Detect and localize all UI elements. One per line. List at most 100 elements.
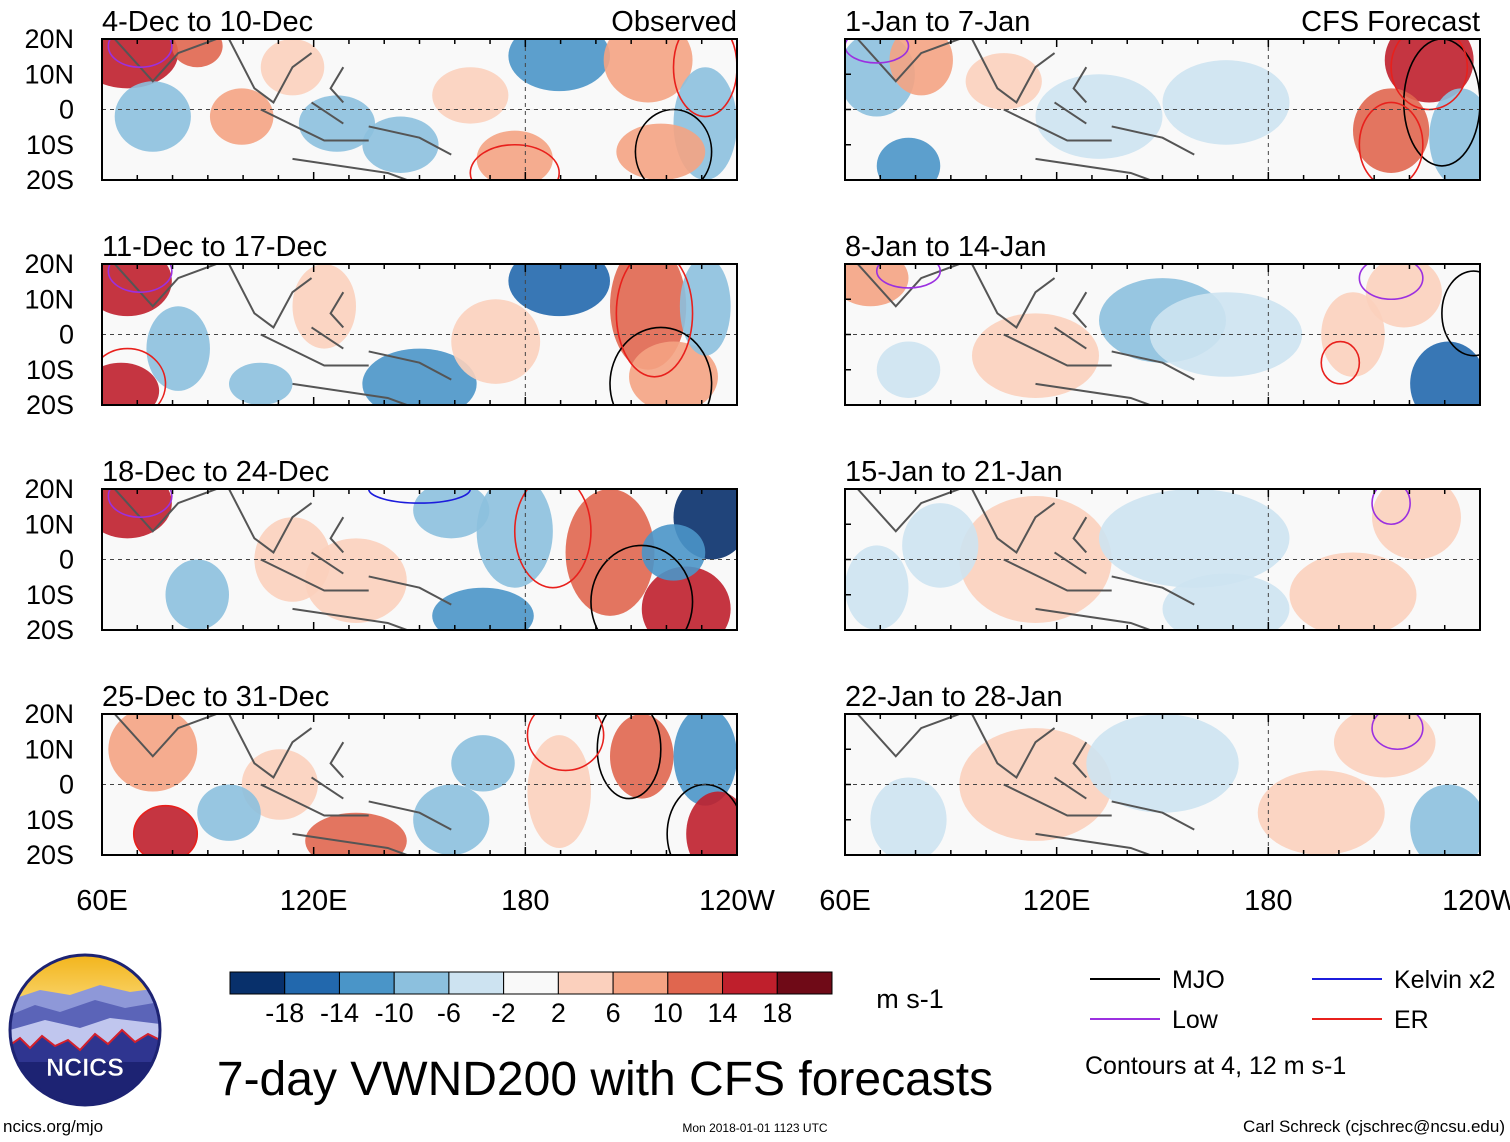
- colorbar-units: m s-1: [876, 984, 944, 1014]
- lat-tick-label: 20N: [24, 24, 74, 54]
- wave-contour: [1371, 489, 1411, 526]
- logo-text: NCICS: [46, 1054, 124, 1082]
- anomaly-patch: [1162, 573, 1290, 631]
- coastline-indonesia: [1003, 551, 1112, 592]
- lon-tick-label: 180: [1244, 885, 1292, 917]
- coastline-indochina: [971, 714, 1056, 779]
- anomaly-patch: [362, 348, 477, 406]
- anomaly-patch: [451, 299, 541, 384]
- anomaly-patch: [1429, 88, 1480, 180]
- legend-label: ER: [1394, 1006, 1429, 1034]
- anomaly-patch: [102, 362, 160, 406]
- coastline-philippines: [1072, 741, 1088, 779]
- coastline-indochina: [228, 264, 313, 329]
- wave-contour: [596, 714, 662, 800]
- panel-tag: CFS Forecast: [1301, 6, 1480, 38]
- wave-contour: [132, 804, 199, 856]
- lat-tick-label: 20S: [26, 615, 74, 645]
- panel-field: [102, 264, 737, 406]
- anomaly-patch: [845, 545, 909, 630]
- lon-tick-label: 60E: [76, 885, 128, 917]
- anomaly-patch: [1162, 60, 1290, 145]
- colorbar-label: -18: [265, 998, 304, 1028]
- lat-tick-label: 10N: [24, 509, 74, 539]
- colorbar-swatch: [338, 971, 395, 995]
- anomaly-patch: [870, 777, 947, 856]
- anomaly-patch: [413, 784, 490, 855]
- anomaly-patch: [229, 362, 293, 405]
- anomaly-patch: [165, 559, 229, 630]
- lat-tick-label: 20N: [24, 249, 74, 279]
- colorbar-swatch: [776, 971, 833, 995]
- lon-tick-label: 180: [501, 885, 549, 917]
- panel-field: [845, 714, 1480, 856]
- wave-contour: [609, 326, 713, 406]
- map-panel: 20N 10N 0 10S 20S 25-Dec to 31-Dec: [24, 681, 738, 870]
- wave-contour: [672, 39, 737, 118]
- map-panel: 20N 10N 0 10S 20S 4-Dec to 10-Dec Observed: [24, 6, 738, 195]
- anomaly-patch: [1410, 341, 1480, 406]
- colorbar-label: -10: [375, 998, 414, 1028]
- anomaly-patch: [1099, 489, 1290, 588]
- map-panel: 15-Jan to 21-Jan: [844, 456, 1481, 631]
- coastline-newguinea-australia: [292, 800, 452, 856]
- colorbar-label: 10: [653, 998, 683, 1028]
- anomaly-patch: [1289, 552, 1417, 631]
- wave-contour: [367, 489, 472, 504]
- anomaly-patch: [616, 123, 706, 180]
- lon-tick-label: 60E: [819, 885, 871, 917]
- wave-contour: [875, 264, 942, 289]
- panel-period-title: 15-Jan to 21-Jan: [845, 456, 1063, 488]
- anomaly-patch: [1149, 292, 1303, 377]
- wave-contour: [1441, 270, 1480, 357]
- lat-tick-label: 0: [59, 320, 74, 350]
- anomaly-patch: [673, 714, 737, 806]
- lat-tick-label: 10S: [26, 805, 74, 835]
- wave-contour: [1358, 101, 1424, 180]
- anomaly-patch: [641, 524, 706, 581]
- lat-tick-label: 10N: [24, 734, 74, 764]
- panel-period-title: 11-Dec to 17-Dec: [102, 231, 327, 263]
- anomaly-patch: [476, 130, 553, 180]
- wave-contour: [615, 264, 694, 378]
- anomaly-patch: [1372, 489, 1461, 560]
- legend-label: Kelvin x2: [1394, 966, 1495, 994]
- coastline-indochina: [971, 264, 1056, 329]
- wave-contour: [526, 714, 605, 772]
- wave-contour: [1320, 340, 1361, 385]
- lat-tick-label: 0: [59, 545, 74, 575]
- anomaly-patch: [902, 503, 979, 588]
- anomaly-patch: [959, 728, 1112, 841]
- colorbar: -18 -14 -10 -6 -2 2 6 10 14 18 m s-1: [229, 971, 944, 1028]
- colorbar-swatch: [557, 971, 614, 995]
- coastline-philippines: [329, 291, 345, 329]
- coastline-philippines: [1072, 66, 1088, 104]
- wave-contour: [513, 489, 592, 589]
- wave-contour: [107, 264, 173, 293]
- coastline-indonesia: [1003, 101, 1112, 142]
- anomaly-patch: [432, 587, 534, 631]
- anomaly-patch: [432, 67, 509, 124]
- lat-tick-label: 0: [59, 770, 74, 800]
- anomaly-patch: [209, 88, 274, 145]
- panel-period-title: 18-Dec to 24-Dec: [102, 456, 329, 488]
- colorbar-swatch: [722, 971, 778, 995]
- coastline-newguinea-australia: [292, 125, 452, 180]
- anomaly-patch: [305, 538, 407, 623]
- anomaly-patch: [305, 812, 407, 856]
- panel-period-title: 25-Dec to 31-Dec: [102, 681, 329, 713]
- panel-field: [102, 714, 737, 856]
- anomaly-patch: [1035, 74, 1163, 159]
- lat-tick-label: 20S: [26, 165, 74, 195]
- anomaly-patch: [451, 735, 515, 792]
- lat-tick-label: 20S: [26, 840, 74, 870]
- coastline-newguinea-australia: [1035, 800, 1195, 856]
- panel-field: [102, 489, 737, 631]
- panel-field: [845, 489, 1480, 631]
- coastline-indonesia: [260, 326, 369, 367]
- coastline-india: [113, 714, 217, 758]
- coastline-newguinea-australia: [1035, 125, 1195, 180]
- lon-tick-label: 120E: [280, 885, 348, 917]
- coastline-indochina: [971, 39, 1056, 104]
- coastline-indonesia: [1003, 326, 1112, 367]
